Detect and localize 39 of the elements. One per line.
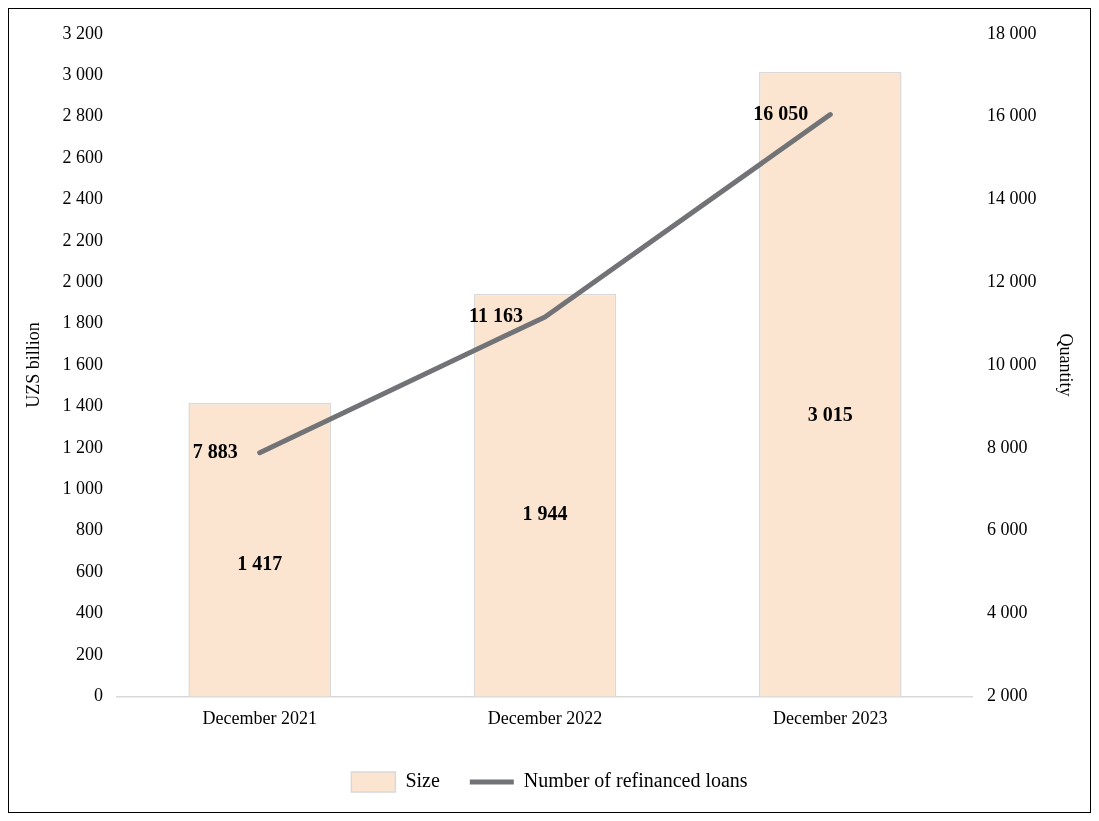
data-label: 1 944 <box>522 502 568 525</box>
data-label: 11 163 <box>469 304 523 327</box>
y2-tick-label: 8 000 <box>986 436 1028 457</box>
y-tick-label: 3 000 <box>62 63 104 84</box>
y2-axis-title: Quantity <box>1056 333 1077 397</box>
y-tick-label: 1 200 <box>62 436 104 457</box>
x-tick-label: December 2021 <box>202 707 317 728</box>
y-tick-label: 1 600 <box>62 353 104 374</box>
y-tick-label: 600 <box>76 560 104 581</box>
y-tick-label: 1 400 <box>62 395 104 416</box>
y-tick-label: 800 <box>76 519 104 540</box>
legend-label: Size <box>405 769 440 792</box>
y2-tick-label: 18 000 <box>986 22 1037 43</box>
data-label: 7 883 <box>192 439 238 462</box>
y-tick-label: 200 <box>76 643 104 664</box>
x-tick-label: December 2022 <box>487 707 603 728</box>
y-tick-label: 2 400 <box>62 188 104 209</box>
y-tick-label: 2 800 <box>62 105 104 126</box>
y2-tick-label: 14 000 <box>986 188 1037 209</box>
y2-tick-label: 16 000 <box>986 105 1037 126</box>
y2-tick-label: 10 000 <box>986 353 1037 374</box>
data-label: 16 050 <box>753 101 809 124</box>
y-axis-title: UZS billion <box>22 322 43 408</box>
y-tick-label: 2 000 <box>62 271 104 292</box>
y-tick-label: 2 600 <box>62 146 104 167</box>
legend-label: Number of refinanced loans <box>523 769 748 792</box>
data-label: 1 417 <box>237 551 283 574</box>
y2-tick-label: 4 000 <box>986 602 1028 623</box>
y-tick-label: 2 200 <box>62 229 104 250</box>
y-tick-label: 1 800 <box>62 312 104 333</box>
data-label: 3 015 <box>807 402 853 425</box>
y-tick-label: 3 200 <box>62 22 104 43</box>
y2-tick-label: 6 000 <box>986 519 1028 540</box>
y-tick-label: 1 000 <box>62 478 104 499</box>
y-tick-label: 0 <box>94 685 104 706</box>
x-tick-label: December 2023 <box>773 707 888 728</box>
y2-tick-label: 2 000 <box>986 685 1028 706</box>
y-tick-label: 400 <box>76 602 104 623</box>
y2-tick-label: 12 000 <box>986 271 1037 292</box>
